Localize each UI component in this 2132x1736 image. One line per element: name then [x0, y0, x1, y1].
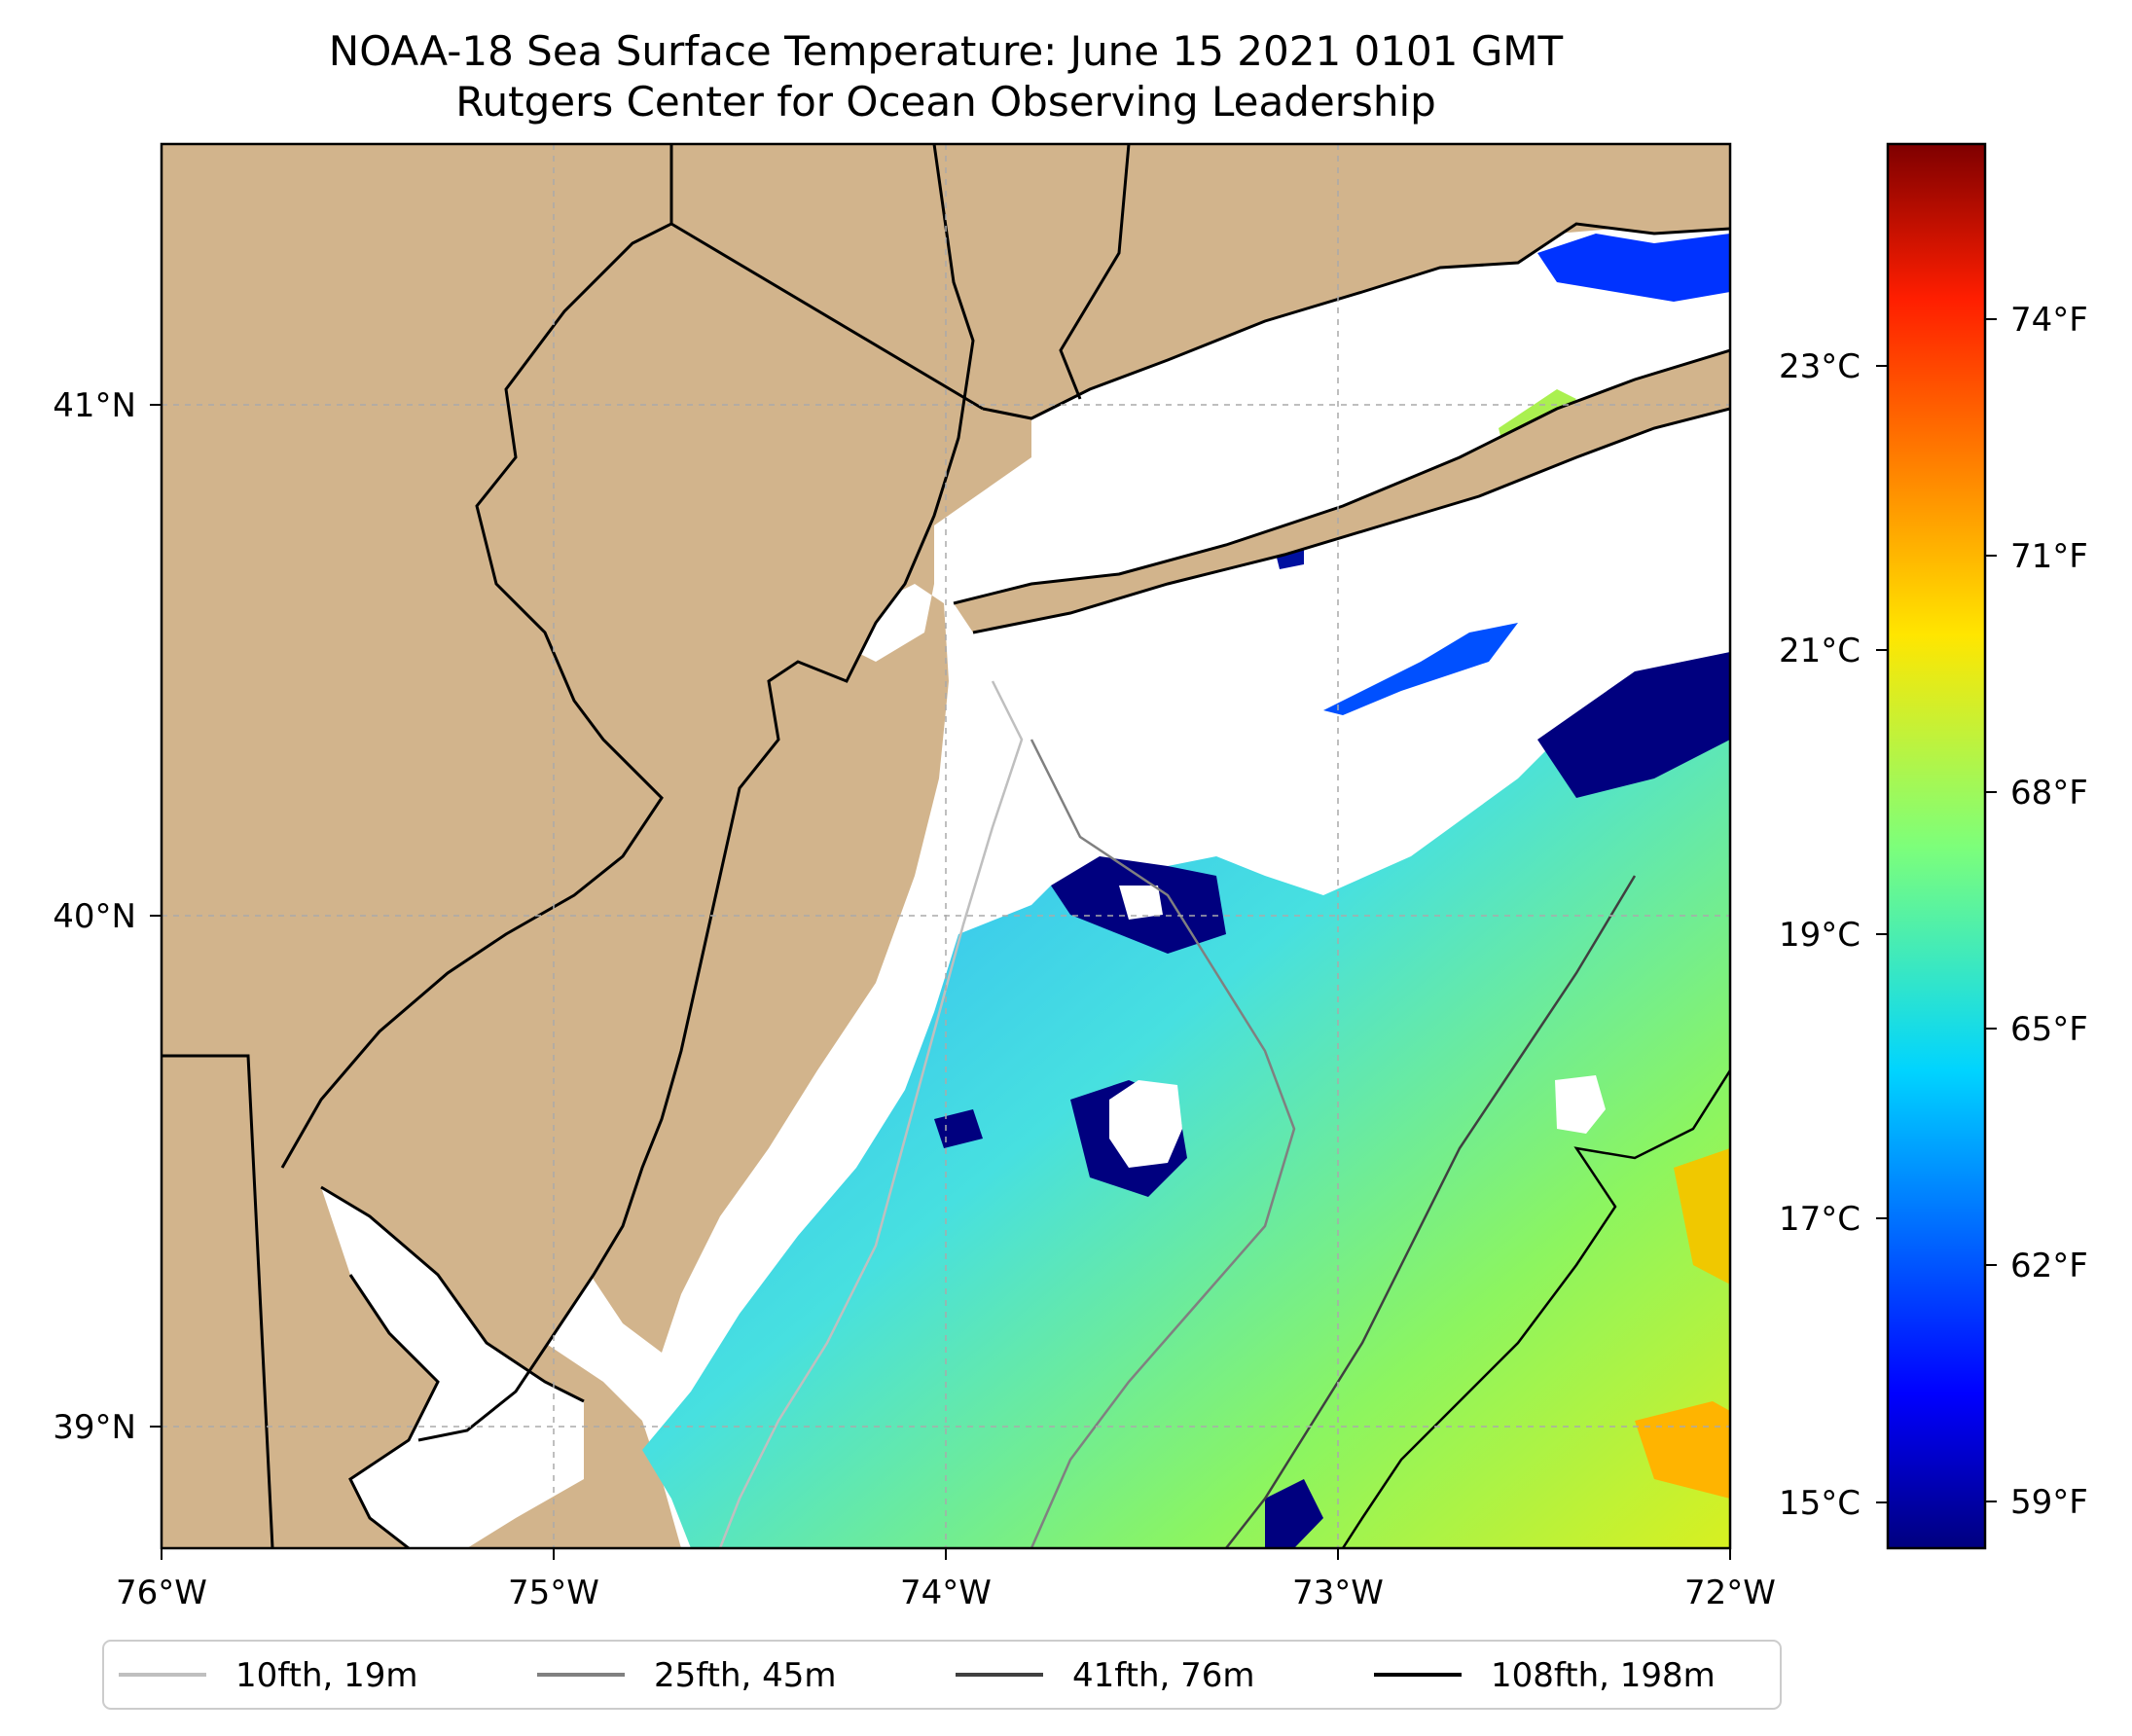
warm-patch-east	[1674, 1148, 1730, 1284]
colorbar-celsius-label: 15°C	[1779, 1484, 1861, 1523]
delaware-bay	[321, 1187, 584, 1548]
legend-box	[102, 1640, 1782, 1710]
cloud-hole-2	[1555, 1075, 1606, 1134]
long-island-coast	[953, 348, 1730, 605]
colorbar-celsius-label: 17°C	[1779, 1200, 1861, 1239]
warm-patch-south	[1635, 1401, 1730, 1499]
gridlines	[162, 144, 1730, 1548]
connecticut-land	[973, 144, 1730, 457]
contour-10fth	[718, 680, 1024, 1548]
colorbar-fahrenheit-label: 74°F	[2010, 301, 2088, 340]
delaware-west-shore	[348, 1274, 440, 1548]
map-panel	[162, 144, 1730, 1548]
contour-41fth	[1225, 875, 1637, 1548]
lon-tick-label: 73°W	[1292, 1573, 1384, 1612]
cold-patch-east	[1537, 652, 1730, 798]
lon-tick-label: 75°W	[508, 1573, 599, 1612]
lat-tick-label: 40°N	[53, 897, 136, 936]
colorbar-fahrenheit-label: 65°F	[2010, 1010, 2088, 1049]
map-subtitle: Rutgers Center for Ocean Observing Leade…	[455, 78, 1436, 126]
state-border-de	[162, 1054, 274, 1548]
sst-fragment-shelf	[1323, 623, 1518, 715]
colorbar-fahrenheit-label: 68°F	[2010, 774, 2088, 813]
map-title: NOAA-18 Sea Surface Temperature: June 15…	[328, 27, 1564, 75]
colorbar-celsius-label: 19°C	[1779, 916, 1861, 955]
legend-label: 10fth, 19m	[235, 1656, 418, 1695]
colorbar-fahrenheit-label: 62°F	[2010, 1247, 2088, 1285]
no-data-sound	[1031, 229, 1730, 487]
colorbar-celsius-label: 23°C	[1779, 347, 1861, 386]
legend-label: 25fth, 45m	[654, 1656, 837, 1695]
nj-land	[162, 144, 973, 1440]
contour-108fth	[1341, 1069, 1730, 1548]
delaware-bay-outline	[320, 1185, 585, 1403]
contour-25fth	[1030, 739, 1296, 1548]
lon-tick-label: 72°W	[1684, 1573, 1776, 1612]
lon-tick-label: 76°W	[116, 1573, 207, 1612]
lat-tick-label: 39°N	[53, 1408, 136, 1447]
state-border-ny-ct	[1059, 144, 1131, 400]
colorbar	[1886, 142, 1987, 1550]
ct-coast	[982, 222, 1730, 420]
lon-tick-label: 74°W	[900, 1573, 992, 1612]
legend-label: 108fth, 198m	[1491, 1656, 1716, 1695]
colorbar-fahrenheit-label: 71°F	[2010, 537, 2088, 576]
lat-tick-label: 41°N	[53, 386, 136, 425]
cold-patch-south	[1265, 1479, 1323, 1548]
cloud-hole-3	[1119, 886, 1163, 920]
sst-fragment-sound	[1537, 234, 1730, 302]
legend-label: 41fth, 76m	[1072, 1656, 1255, 1695]
cloud-hole-1	[1109, 1080, 1182, 1168]
state-border-nj-ny	[670, 222, 984, 411]
colorbar-celsius-label: 21°C	[1779, 632, 1861, 670]
long-island-south-coast	[972, 407, 1730, 634]
colorbar-fahrenheit-label: 59°F	[2010, 1483, 2088, 1522]
sst-data-field	[642, 652, 1730, 1548]
long-island	[954, 350, 1730, 633]
coastline	[417, 144, 975, 1442]
state-border-nj-pa	[280, 144, 673, 1169]
